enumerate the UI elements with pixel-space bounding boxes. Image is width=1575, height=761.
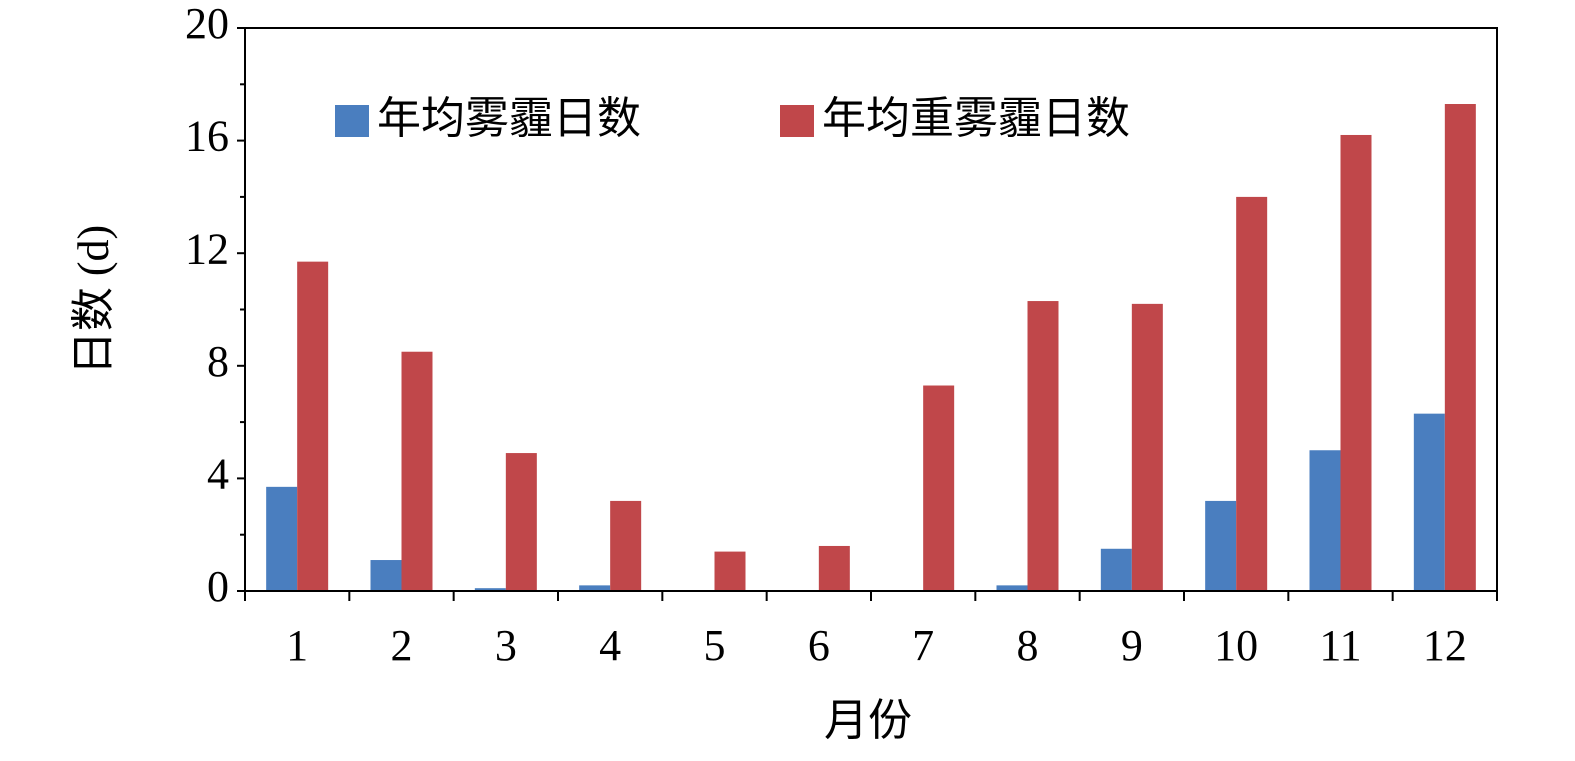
bar [579,585,611,591]
y-tick-label: 4 [207,449,229,498]
x-tick-label: 5 [704,621,726,670]
legend-swatch [780,105,814,137]
bar [1100,548,1132,591]
x-tick-label: 11 [1319,621,1361,670]
bar [1131,303,1163,591]
bar [505,453,537,591]
bar [297,261,329,591]
bar [996,585,1028,591]
legend-label: 年均雾霾日数 [377,94,641,143]
bar [923,385,955,591]
x-tick-label: 7 [912,621,934,670]
x-tick-label: 4 [599,621,621,670]
y-tick-label: 0 [207,562,229,611]
y-tick-label: 16 [185,112,229,161]
bar [1205,500,1237,591]
legend-swatch [335,105,369,137]
y-tick-label: 12 [185,224,229,273]
bar [818,545,850,591]
y-tick-label: 8 [207,337,229,386]
x-tick-label: 8 [1017,621,1039,670]
x-tick-label: 2 [391,621,413,670]
bar [1309,450,1341,591]
x-tick-label: 12 [1423,621,1467,670]
y-axis-label: 日数 (d) [69,225,118,375]
bar [1027,301,1059,591]
x-tick-label: 1 [286,621,308,670]
x-tick-label: 3 [495,621,517,670]
bar [610,500,642,591]
x-tick-label: 9 [1121,621,1143,670]
bar [474,588,506,591]
bar [1340,134,1372,591]
bar [1444,104,1476,591]
bar [370,560,402,591]
bar [401,351,433,591]
x-axis-label: 月份 [824,696,912,745]
x-tick-label: 10 [1214,621,1258,670]
legend-label: 年均重雾霾日数 [822,94,1130,143]
bar [266,486,298,591]
bar [714,551,746,591]
y-tick-label: 20 [185,0,229,48]
bar [1413,413,1445,591]
x-tick-label: 6 [808,621,830,670]
bar [1236,196,1268,591]
